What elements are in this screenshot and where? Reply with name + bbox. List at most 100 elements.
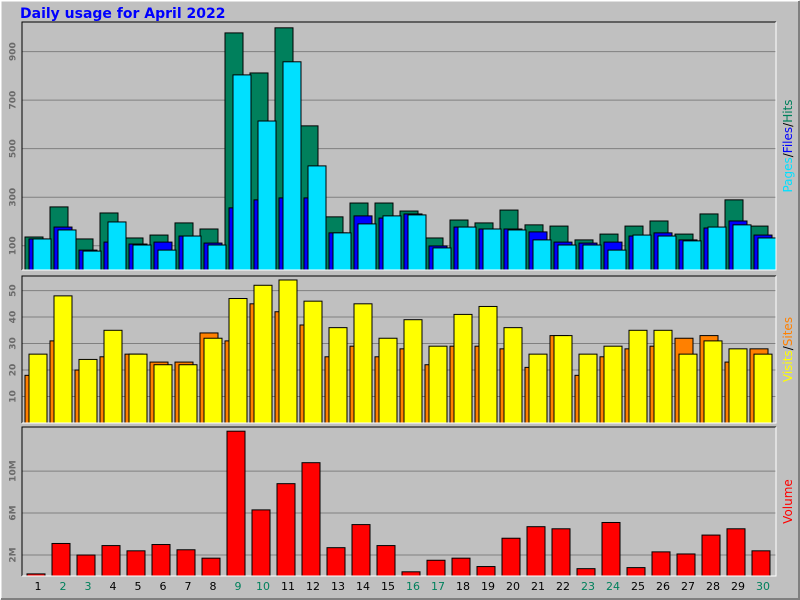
panel-frame-light <box>22 427 777 577</box>
y-tick-label: 10 <box>9 390 19 403</box>
y-tick-label: 300 <box>9 188 19 207</box>
bar <box>257 120 277 271</box>
x-tick-label: 25 <box>631 580 645 593</box>
bar <box>428 345 448 424</box>
bar <box>726 528 746 577</box>
x-tick-label: 8 <box>210 580 217 593</box>
bar <box>151 544 171 577</box>
x-tick-label: 14 <box>356 580 370 593</box>
bar <box>378 337 398 424</box>
x-tick-label: 20 <box>506 580 520 593</box>
bar <box>626 567 646 577</box>
bar <box>351 524 371 577</box>
bar <box>507 229 527 271</box>
x-tick-label: 6 <box>160 580 167 593</box>
bar <box>328 327 348 424</box>
bar <box>732 224 752 271</box>
bar <box>478 305 498 424</box>
x-tick-label: 18 <box>456 580 470 593</box>
bar <box>201 557 221 577</box>
y-tick-label: 100 <box>9 236 19 255</box>
x-tick-label: 29 <box>731 580 745 593</box>
bar <box>682 240 702 271</box>
bar <box>576 568 596 577</box>
panel-frame-light <box>22 22 777 271</box>
legend-entry: Sites <box>781 317 795 346</box>
x-tick-label: 15 <box>381 580 395 593</box>
bar <box>601 521 621 577</box>
bar <box>282 61 302 271</box>
legend-separator: / <box>781 345 795 350</box>
bar <box>432 247 452 271</box>
y-tick-label: 20 <box>9 364 19 377</box>
bar <box>303 300 323 424</box>
bar <box>426 559 446 577</box>
bar <box>703 340 723 424</box>
chart-title: Daily usage for April 2022 <box>20 6 226 22</box>
y-tick-label: 10M <box>9 460 19 482</box>
legend-separator: / <box>781 122 795 127</box>
x-tick-label: 1 <box>35 580 42 593</box>
bar <box>707 226 727 271</box>
bar <box>128 353 148 424</box>
y-tick-label: 6M <box>9 505 19 520</box>
bar <box>476 566 496 577</box>
panel-frame-light <box>22 276 777 424</box>
bar <box>276 483 296 577</box>
bar <box>228 298 248 424</box>
x-tick-label: 13 <box>331 580 345 593</box>
bar <box>353 303 373 424</box>
bar <box>307 165 327 271</box>
bar <box>157 249 177 271</box>
bar <box>553 335 573 424</box>
bar <box>32 238 52 271</box>
plot-area <box>22 427 776 576</box>
y-tick-label: 40 <box>9 311 19 324</box>
bar <box>532 239 552 271</box>
bar <box>503 327 523 424</box>
bar <box>557 244 577 271</box>
y-tick-label: 700 <box>9 91 19 110</box>
bar <box>176 549 196 577</box>
x-tick-label: 28 <box>706 580 720 593</box>
bar <box>82 250 102 271</box>
x-tick-label: 30 <box>756 580 770 593</box>
bar <box>401 571 421 577</box>
bar <box>628 329 648 424</box>
legend-separator: / <box>781 152 795 157</box>
y-tick-label: 500 <box>9 139 19 158</box>
bar <box>78 358 98 424</box>
legend-entry: Files <box>781 127 795 153</box>
bar <box>407 214 427 271</box>
bar <box>751 550 771 577</box>
bar <box>453 313 473 424</box>
x-tick-label: 16 <box>406 580 420 593</box>
x-tick-label: 3 <box>85 580 92 593</box>
x-tick-label: 21 <box>531 580 545 593</box>
bar <box>651 551 671 577</box>
bar <box>551 528 571 577</box>
y-tick-label: 50 <box>9 284 19 297</box>
bar <box>657 235 677 271</box>
bar <box>457 226 477 271</box>
legend-entry: Volume <box>781 479 795 524</box>
bar <box>126 550 146 577</box>
x-tick-label: 7 <box>185 580 192 593</box>
legend: Visits/Sites <box>781 317 795 382</box>
panel-frame-dark <box>21 275 776 423</box>
bar <box>403 319 423 424</box>
x-tick-label: 11 <box>281 580 295 593</box>
y-tick-label: 2M <box>9 547 19 562</box>
bar <box>376 545 396 577</box>
x-tick-label: 2 <box>60 580 67 593</box>
x-tick-label: 22 <box>556 580 570 593</box>
legend-entry: Visits <box>781 350 795 382</box>
bar <box>482 228 502 271</box>
legend: Pages/Files/Hits <box>781 99 795 192</box>
bar <box>653 329 673 424</box>
bar <box>103 329 123 424</box>
bar <box>51 542 71 577</box>
x-tick-label: 9 <box>235 580 242 593</box>
bar <box>701 534 721 577</box>
